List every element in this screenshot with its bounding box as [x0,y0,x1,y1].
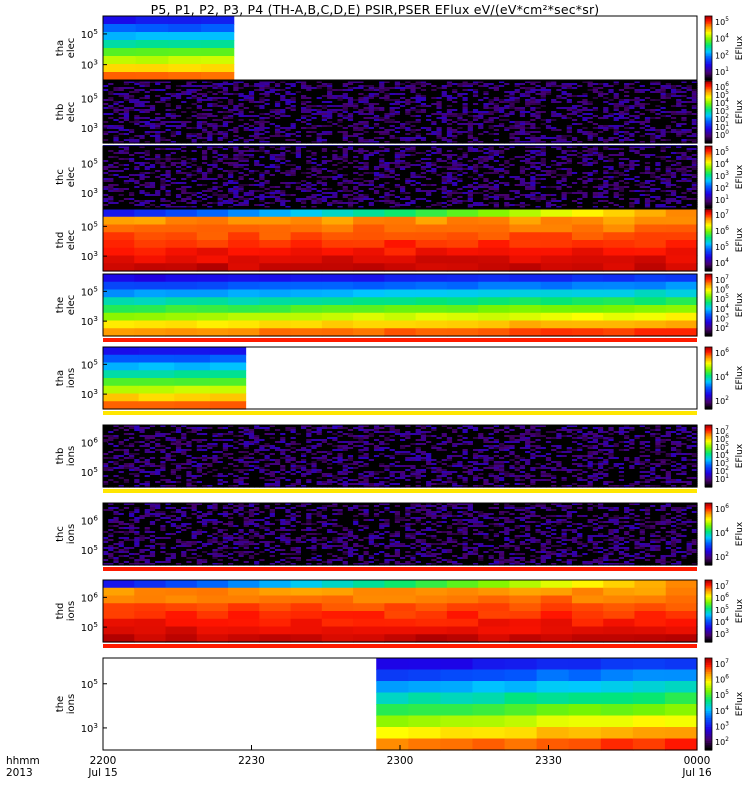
colorbar-tick-label: 101 [715,67,729,77]
heatmap-cell [168,24,201,33]
heatmap-cell [136,64,169,73]
heatmap-cell [136,40,169,49]
heatmap-cell [201,48,234,57]
colorbar-tick-label: 104 [715,34,729,44]
heatmap-cell [103,32,136,41]
heatmap-cell [103,56,136,65]
y-axis-label: thaelec [55,38,77,59]
heatmap-cell [201,16,234,25]
colorbar-tick-label: 102 [715,50,729,60]
heatmap-cell [201,64,234,73]
heatmap-cell [103,64,136,73]
heatmap-cell [201,24,234,33]
heatmap-cell [136,48,169,57]
y-tick-label: 105 [81,91,98,105]
heatmap-cell [168,56,201,65]
colorbar-label: EFlux [735,35,745,60]
y-tick-label: 103 [81,121,98,135]
heatmap-cell [136,32,169,41]
y-tick-label: 103 [81,58,98,72]
heatmap-cell [168,40,201,49]
heatmap-cell [103,24,136,33]
heatmap-cell [168,16,201,25]
heatmap-cell [103,72,136,81]
heatmap-cell [136,16,169,25]
colorbar-label: EFlux [735,99,745,124]
heatmap-cell [168,32,201,41]
heatmap-cell [201,32,234,41]
heatmap-cell [168,48,201,57]
heatmap-cell [103,48,136,57]
colorbar-tick-label: 100 [715,130,729,140]
heatmap-cell [168,64,201,73]
heatmap-cell [201,40,234,49]
heatmap-cell [168,72,201,81]
y-tick-label: 105 [81,27,98,41]
heatmap-cell [103,40,136,49]
heatmap-cell [201,56,234,65]
panel-tha-elec: 105 103 thaelec 105 104 102 101 EFlux [55,16,745,81]
heatmap-cell [103,16,136,25]
heatmap-cell [136,56,169,65]
y-axis-label: thbelec [55,102,77,123]
heatmap-cell [201,72,234,81]
heatmap-cell [136,72,169,81]
heatmap-cell [136,24,169,33]
colorbar-tick-label: 105 [715,17,729,27]
